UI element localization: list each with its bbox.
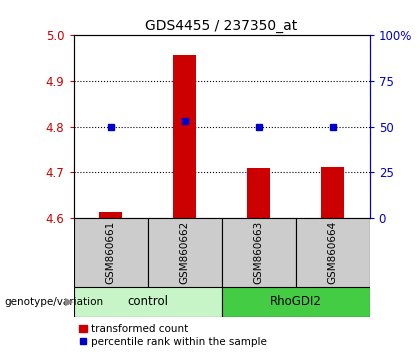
Text: ▶: ▶ bbox=[65, 297, 73, 307]
Text: RhoGDI2: RhoGDI2 bbox=[270, 295, 322, 308]
Legend: transformed count, percentile rank within the sample: transformed count, percentile rank withi… bbox=[79, 324, 267, 347]
Text: control: control bbox=[127, 295, 168, 308]
Title: GDS4455 / 237350_at: GDS4455 / 237350_at bbox=[145, 19, 298, 33]
Bar bbox=[296, 218, 370, 287]
Bar bbox=[247, 167, 270, 218]
Bar bbox=[222, 287, 370, 317]
Text: GSM860663: GSM860663 bbox=[254, 221, 264, 284]
Text: GSM860662: GSM860662 bbox=[179, 221, 189, 284]
Bar bbox=[74, 287, 222, 317]
Bar bbox=[147, 218, 222, 287]
Bar bbox=[100, 212, 122, 218]
Text: genotype/variation: genotype/variation bbox=[4, 297, 103, 307]
Bar bbox=[173, 55, 196, 218]
Bar bbox=[74, 218, 147, 287]
Bar bbox=[222, 218, 296, 287]
Bar bbox=[321, 167, 344, 218]
Text: GSM860664: GSM860664 bbox=[328, 221, 338, 284]
Text: GSM860661: GSM860661 bbox=[105, 221, 116, 284]
